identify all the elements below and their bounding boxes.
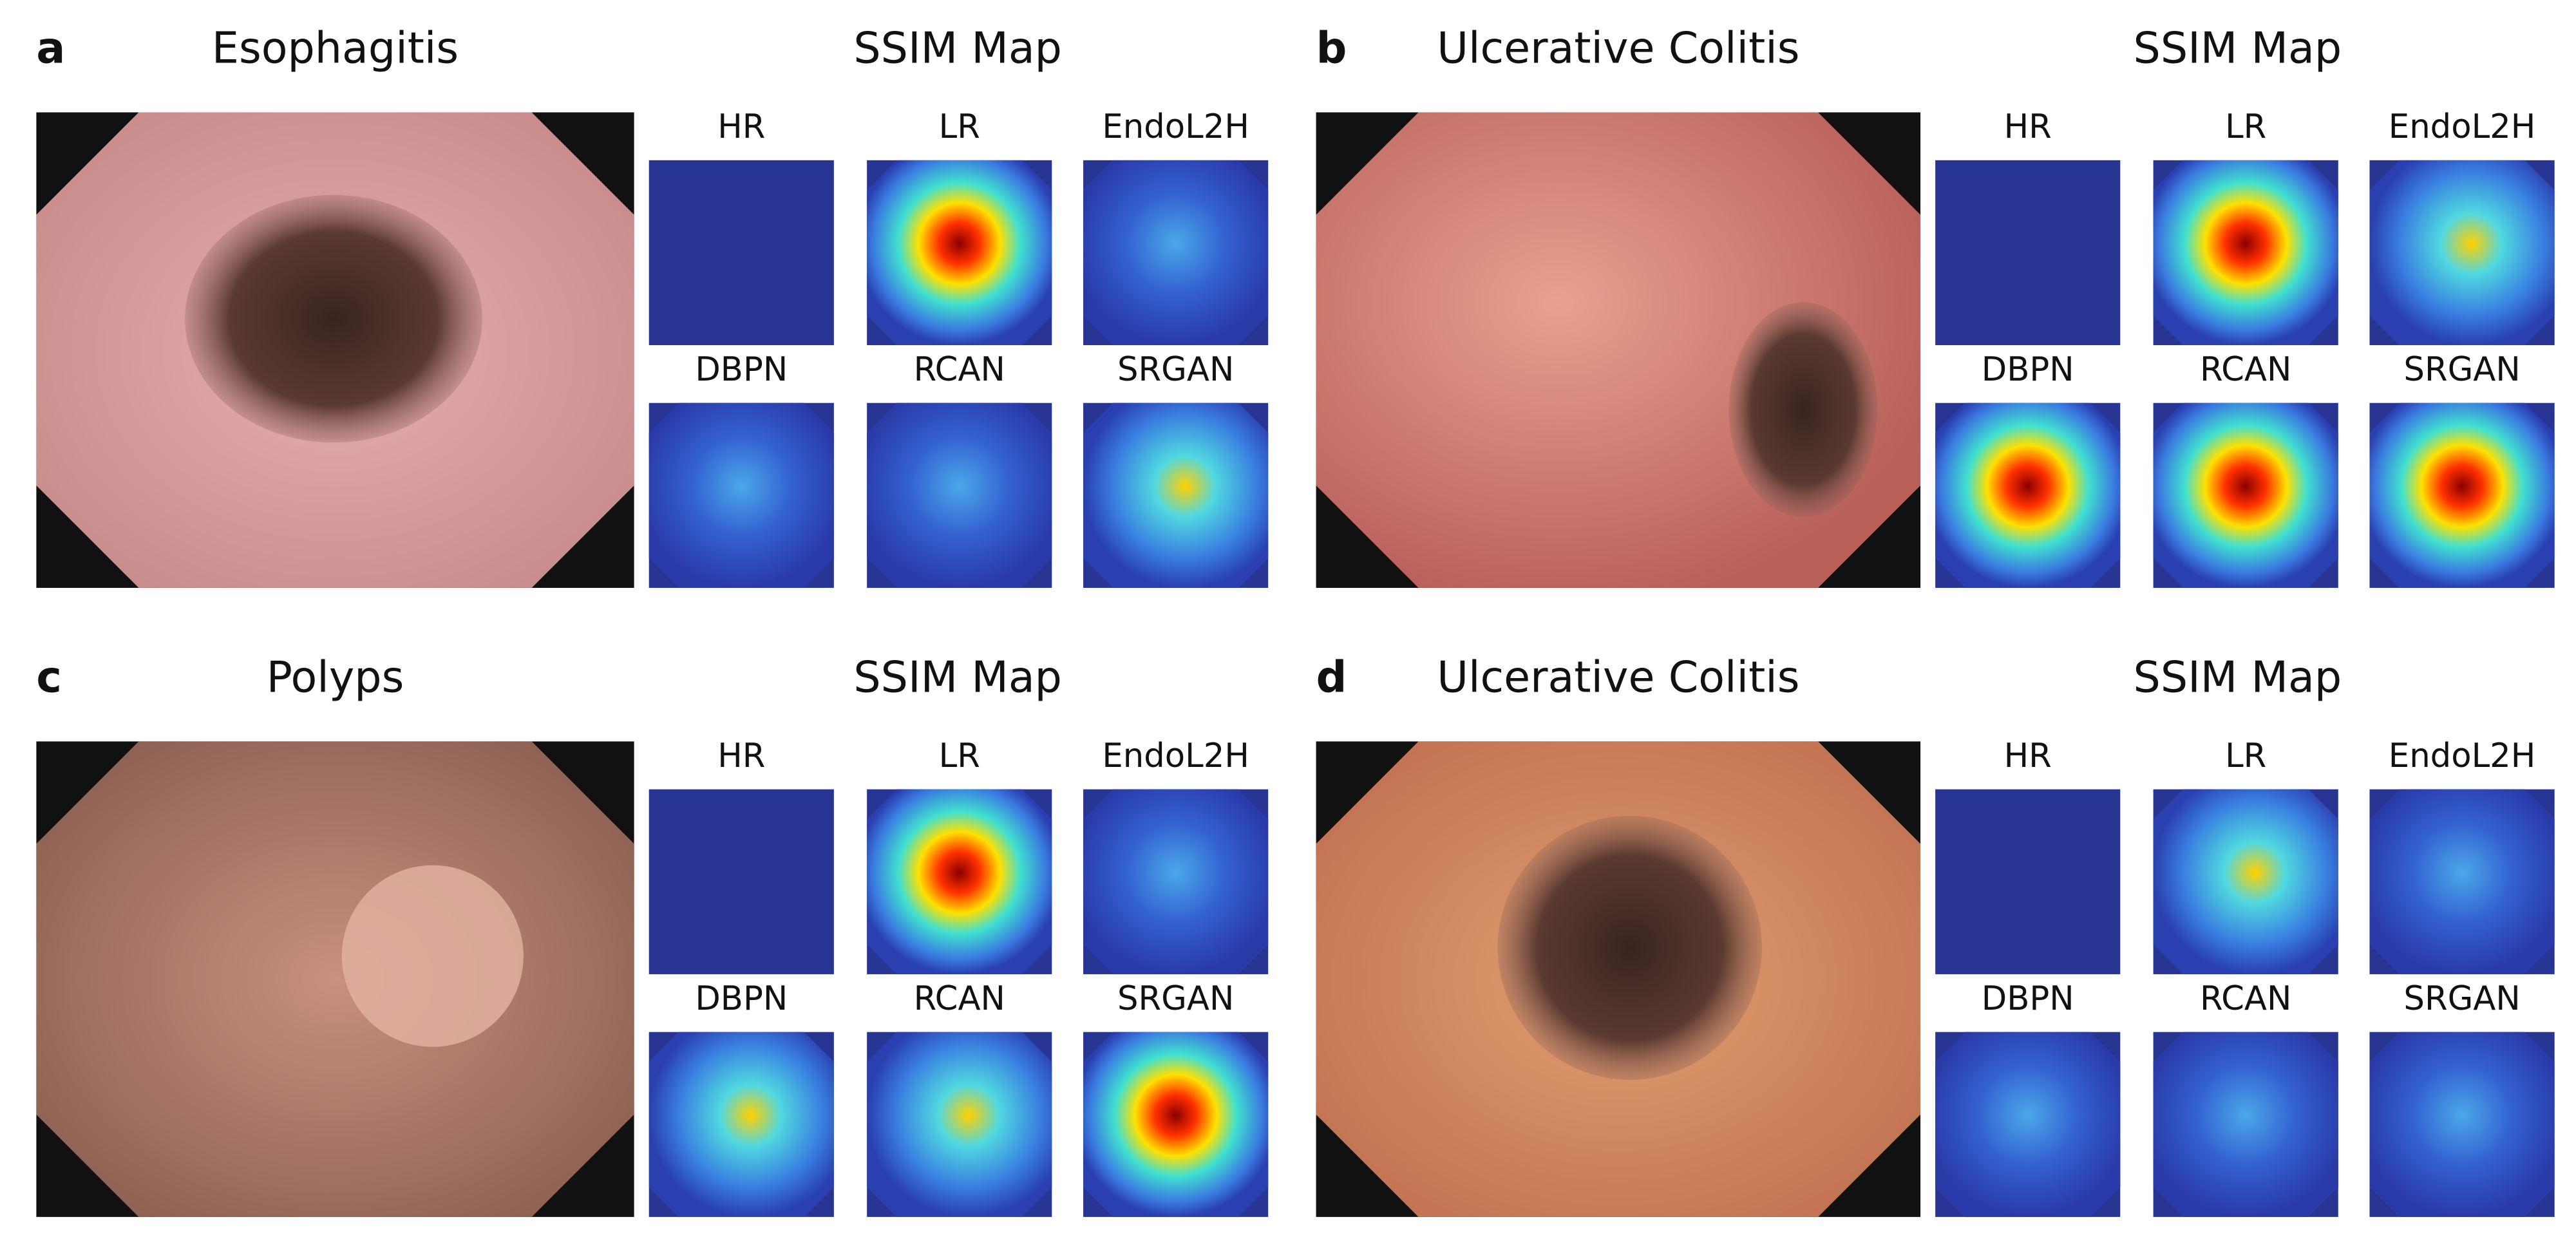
ssim-title: SSIM Map — [2134, 23, 2342, 73]
map-label: LR — [2225, 737, 2266, 775]
lumen — [1497, 815, 1762, 1081]
map-label: EndoL2H — [1102, 737, 1249, 775]
map-label: LR — [2225, 108, 2266, 146]
panel-letter: d — [1316, 652, 1347, 703]
panel-title: Ulcerative Colitis — [1437, 652, 1799, 703]
ssim-map — [1083, 789, 1269, 974]
ssim-map — [2153, 789, 2338, 974]
ssim-map-bg — [1935, 160, 2121, 346]
lumen — [185, 194, 482, 443]
map-label: LR — [939, 737, 980, 775]
ssim-map — [649, 402, 834, 588]
ssim-map — [2369, 789, 2555, 974]
map-label: DBPN — [695, 350, 788, 389]
map-label: HR — [717, 737, 765, 775]
ssim-map-bg — [1935, 789, 2121, 974]
ssim-map — [2153, 402, 2338, 588]
map-label: HR — [2004, 737, 2052, 775]
endoscopy-image — [36, 741, 634, 1217]
map-label: EndoL2H — [2389, 737, 2536, 775]
map-label: SRGAN — [1117, 979, 1234, 1018]
map-label: HR — [2004, 108, 2052, 146]
panel-letter: a — [36, 23, 65, 73]
map-label: LR — [939, 108, 980, 146]
panel-letter: b — [1316, 23, 1347, 73]
panel-title: Polyps — [267, 652, 404, 703]
ssim-map-bg — [649, 160, 834, 346]
map-label: RCAN — [914, 979, 1005, 1018]
map-label: DBPN — [1982, 979, 2074, 1018]
ssim-map — [649, 1032, 834, 1217]
ssim-title: SSIM Map — [2134, 652, 2342, 703]
map-label: SRGAN — [1117, 350, 1234, 389]
ssim-map — [2369, 402, 2555, 588]
map-label: RCAN — [914, 350, 1005, 389]
ssim-map — [1935, 402, 2121, 588]
polyp — [341, 865, 524, 1047]
ssim-map — [2153, 1032, 2338, 1217]
map-label: RCAN — [2200, 979, 2291, 1018]
ssim-map — [867, 160, 1052, 346]
lumen — [1728, 302, 1878, 517]
ssim-map — [2369, 1032, 2555, 1217]
map-label: SRGAN — [2403, 979, 2520, 1018]
ssim-map — [867, 1032, 1052, 1217]
map-label: RCAN — [2200, 350, 2291, 389]
ssim-map — [867, 402, 1052, 588]
ssim-map — [1935, 1032, 2121, 1217]
map-label: SRGAN — [2403, 350, 2520, 389]
panel-letter: c — [36, 652, 62, 703]
map-label: EndoL2H — [1102, 108, 1249, 146]
ssim-map-bg — [649, 789, 834, 974]
ssim-map — [1083, 160, 1269, 346]
map-label: DBPN — [1982, 350, 2074, 389]
map-label: HR — [717, 108, 765, 146]
ssim-map — [2369, 160, 2555, 346]
map-label: EndoL2H — [2389, 108, 2536, 146]
ssim-map — [1083, 402, 1269, 588]
panel-title: Ulcerative Colitis — [1437, 23, 1799, 73]
ssim-map — [1083, 1032, 1269, 1217]
ssim-title: SSIM Map — [853, 652, 1062, 703]
ssim-title: SSIM Map — [853, 23, 1062, 73]
ssim-map — [2153, 160, 2338, 346]
map-label: DBPN — [695, 979, 788, 1018]
ssim-map — [867, 789, 1052, 974]
panel-title: Esophagitis — [212, 23, 459, 73]
